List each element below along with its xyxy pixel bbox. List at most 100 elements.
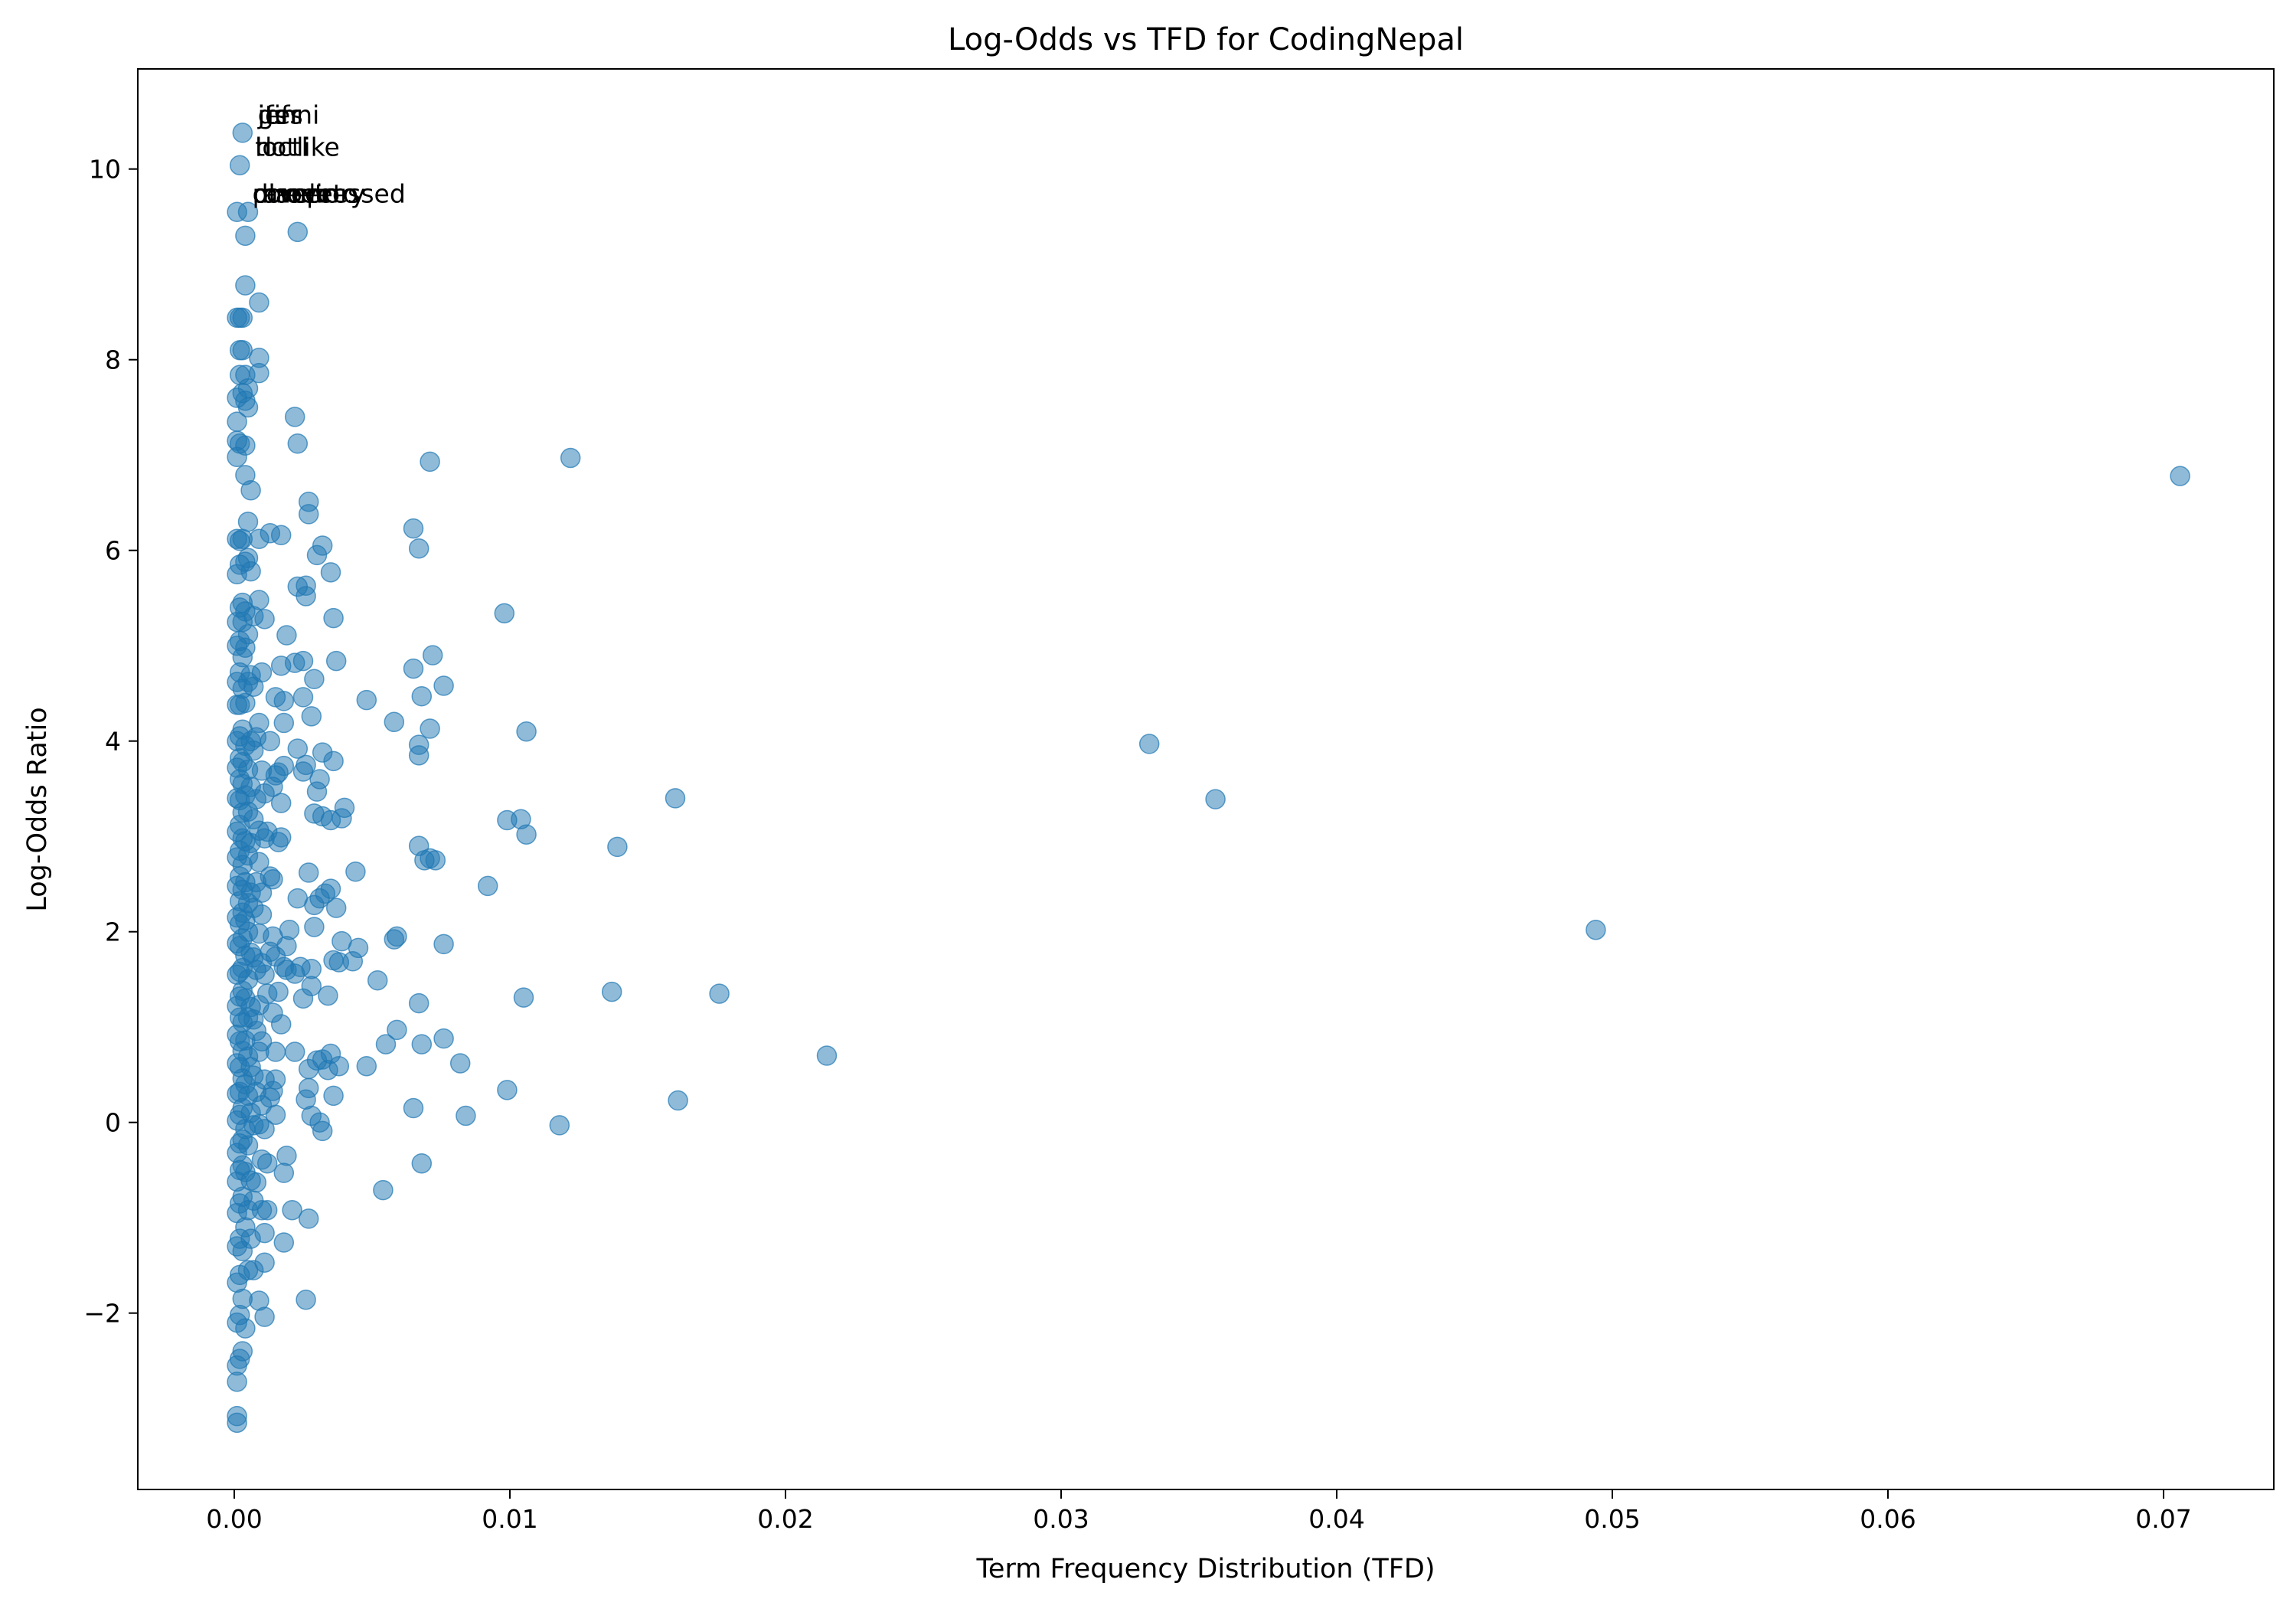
data-point xyxy=(284,407,305,427)
data-point xyxy=(265,687,286,708)
data-point xyxy=(433,934,454,955)
data-point xyxy=(227,964,247,985)
data-point xyxy=(373,1179,394,1201)
data-point xyxy=(408,992,429,1014)
data-point xyxy=(227,411,247,432)
data-point xyxy=(516,721,537,742)
data-point xyxy=(227,847,247,868)
y-tick-label: 2 xyxy=(105,917,121,947)
plot-frame xyxy=(137,68,2275,1490)
data-point xyxy=(477,875,498,897)
data-point xyxy=(816,1045,838,1066)
data-point xyxy=(298,1058,319,1080)
y-axis-label: Log-Odds Ratio xyxy=(22,707,53,911)
y-tick-label: 10 xyxy=(89,155,121,185)
data-point xyxy=(403,518,424,539)
data-point xyxy=(298,1208,319,1229)
x-tick-label: 0.00 xyxy=(206,1504,262,1534)
data-point xyxy=(320,562,341,583)
data-point xyxy=(287,738,309,759)
data-point xyxy=(356,1055,377,1077)
point-annotation: hotlike xyxy=(255,132,340,162)
data-point xyxy=(1138,734,1160,754)
data-point xyxy=(251,1149,273,1170)
data-point xyxy=(227,201,247,222)
data-point xyxy=(273,1232,295,1253)
data-point xyxy=(227,731,247,751)
data-point xyxy=(318,985,338,1006)
data-point xyxy=(227,1171,247,1192)
data-point xyxy=(325,650,347,672)
y-tick-label: 0 xyxy=(105,1108,121,1138)
data-point xyxy=(306,544,328,566)
data-point xyxy=(312,742,333,763)
point-annotation: gifs xyxy=(258,100,303,129)
data-point xyxy=(296,1290,316,1310)
chart-title: Log-Odds vs TFD for CodingNepal xyxy=(948,22,1464,57)
data-point xyxy=(287,221,309,243)
data-point xyxy=(270,656,292,676)
data-point xyxy=(323,607,344,629)
data-point xyxy=(497,1080,518,1100)
data-point xyxy=(276,625,297,646)
data-point xyxy=(235,465,256,486)
data-point xyxy=(273,712,295,734)
data-point xyxy=(227,1053,247,1074)
data-point xyxy=(227,611,247,633)
data-point xyxy=(433,1028,454,1049)
data-point xyxy=(497,809,518,831)
point-annotation: directory xyxy=(253,179,366,209)
data-point xyxy=(282,1199,302,1221)
point-annotation: compressed xyxy=(253,179,406,209)
data-point xyxy=(229,365,250,385)
data-point xyxy=(276,1146,297,1166)
data-point xyxy=(411,1153,433,1174)
data-point xyxy=(292,687,314,708)
data-point xyxy=(375,1034,397,1055)
data-point xyxy=(411,1034,433,1055)
data-point xyxy=(227,1084,247,1104)
data-point xyxy=(237,512,259,532)
x-tick-label: 0.06 xyxy=(1860,1504,1916,1534)
data-point xyxy=(227,1272,247,1293)
data-point xyxy=(323,950,344,971)
data-point xyxy=(227,307,247,329)
x-tick-label: 0.01 xyxy=(482,1504,537,1534)
data-point xyxy=(227,933,247,953)
y-tick-label: −2 xyxy=(83,1299,121,1329)
y-tick-label: 4 xyxy=(105,727,121,757)
data-point xyxy=(227,788,247,809)
data-point xyxy=(227,1110,247,1131)
data-point xyxy=(387,1019,407,1041)
point-annotation: placer xyxy=(253,179,331,209)
data-point xyxy=(408,745,429,766)
point-annotation: tl xyxy=(255,132,272,162)
data-point xyxy=(403,1097,424,1119)
data-point xyxy=(292,761,314,782)
data-point xyxy=(549,1115,570,1136)
data-point xyxy=(287,888,309,909)
data-point xyxy=(331,930,352,952)
data-point xyxy=(665,788,686,809)
data-point xyxy=(227,1312,247,1333)
data-point xyxy=(408,538,429,559)
data-point xyxy=(420,718,440,739)
point-annotation: ravelin xyxy=(253,179,339,209)
x-tick-label: 0.05 xyxy=(1584,1504,1640,1534)
x-tick-label: 0.04 xyxy=(1308,1504,1364,1534)
data-point xyxy=(422,645,443,665)
data-point xyxy=(227,875,247,897)
data-point xyxy=(227,996,247,1017)
data-point xyxy=(345,862,366,882)
data-point xyxy=(227,635,247,656)
data-point xyxy=(1205,789,1226,809)
data-point xyxy=(384,929,405,950)
data-point xyxy=(287,576,309,597)
data-point xyxy=(227,695,247,715)
point-annotation: ioctl xyxy=(255,132,309,162)
data-point xyxy=(456,1105,476,1126)
data-point xyxy=(227,528,247,550)
